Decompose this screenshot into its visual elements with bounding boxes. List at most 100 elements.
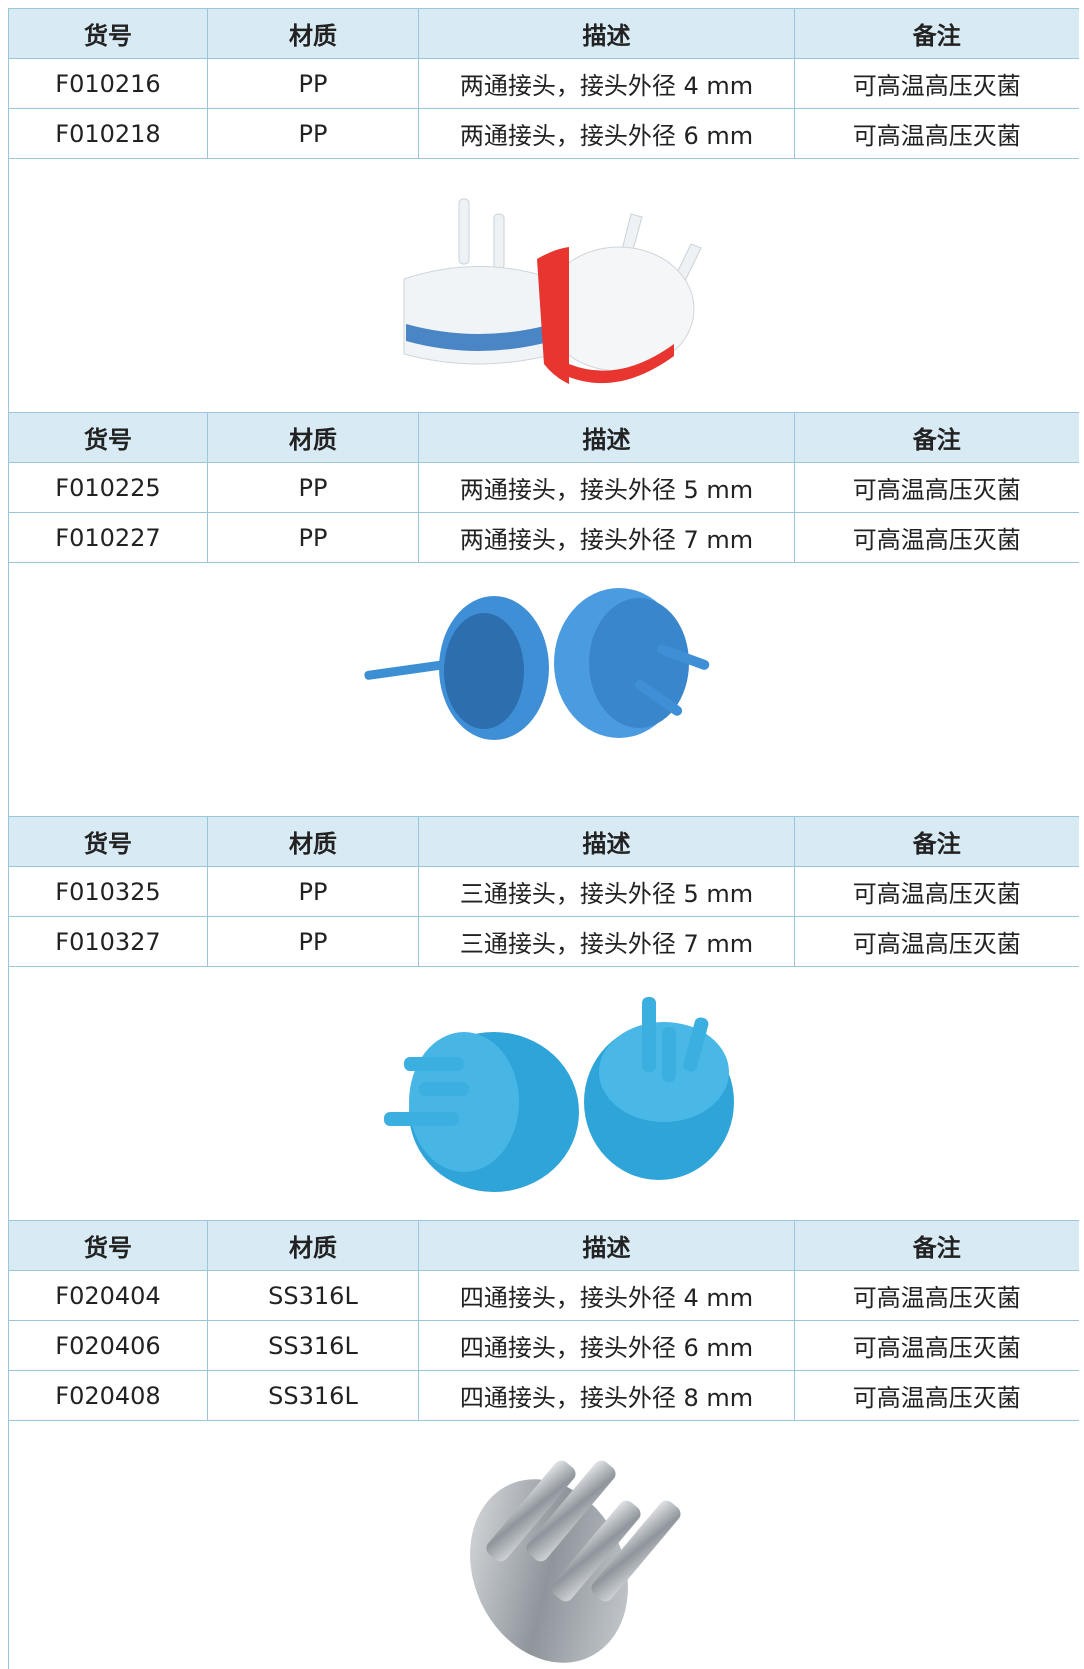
section: 货号 材质 描述 备注 F020404 SS316L 四通接头，接头外径 4 mm 可高温高压…	[8, 1220, 1079, 1669]
cap-inner	[444, 613, 524, 729]
header-cell: 描述	[418, 1220, 795, 1271]
table-cell: 可高温高压灭菌	[794, 866, 1079, 917]
table-cell: 两通接头，接头外径 6 mm	[418, 108, 795, 159]
table-cell: SS316L	[207, 1320, 419, 1371]
table-cell: SS316L	[207, 1370, 419, 1421]
table-row: F020406 SS316L 四通接头，接头外径 6 mm 可高温高压灭菌	[8, 1320, 1079, 1371]
cap-band	[406, 324, 552, 351]
header-row: 货号 材质 描述 备注	[8, 816, 1079, 867]
header-cell: 描述	[418, 412, 795, 463]
header-cell: 备注	[794, 412, 1079, 463]
nozzle	[384, 1112, 459, 1126]
header-row: 货号 材质 描述 备注	[8, 8, 1079, 59]
table-cell: F010218	[8, 108, 208, 159]
header-row: 货号 材质 描述 备注	[8, 1220, 1079, 1271]
header-cell: 备注	[794, 816, 1079, 867]
section: 货号 材质 描述 备注 F010216 PP 两通接头，接头外径 4 mm 可高温高压灭菌 F0…	[8, 8, 1079, 412]
table-row: F010325 PP 三通接头，接头外径 5 mm 可高温高压灭菌	[8, 866, 1079, 917]
cap-band	[537, 247, 569, 384]
product-image	[8, 159, 1078, 412]
nozzle	[493, 213, 505, 270]
table-cell: 可高温高压灭菌	[794, 108, 1079, 159]
section: 货号 材质 描述 备注 F010325 PP 三通接头，接头外径 5 mm 可高温高压灭菌 F0…	[8, 816, 1079, 1220]
table-cell: F010225	[8, 462, 208, 513]
header-cell: 备注	[794, 1220, 1079, 1271]
table-cell: 三通接头，接头外径 7 mm	[418, 916, 795, 967]
nozzle	[591, 1500, 681, 1602]
table-cell: 两通接头，接头外径 4 mm	[418, 58, 795, 109]
table-cell: 四通接头，接头外径 4 mm	[418, 1270, 795, 1321]
nozzle	[656, 644, 710, 670]
header-cell: 货号	[8, 412, 208, 463]
nozzle	[662, 1027, 676, 1082]
table-row: F010327 PP 三通接头，接头外径 7 mm 可高温高压灭菌	[8, 916, 1079, 967]
table-cell: F020408	[8, 1370, 208, 1421]
product-image	[8, 563, 1078, 816]
product-image	[8, 967, 1078, 1220]
table-cell: 四通接头，接头外径 8 mm	[418, 1370, 795, 1421]
header-row: 货号 材质 描述 备注	[8, 412, 1079, 463]
header-cell: 描述	[418, 8, 795, 59]
nozzle	[404, 1057, 464, 1071]
table-cell: PP	[207, 462, 419, 513]
table-cell: PP	[207, 866, 419, 917]
table-cell: F010327	[8, 916, 208, 967]
table-cell: PP	[207, 108, 419, 159]
header-cell: 货号	[8, 816, 208, 867]
table: 货号 材质 描述 备注 F010216 PP 两通接头，接头外径 4 mm 可高温高压灭菌 F0…	[8, 8, 1079, 159]
table-cell: 可高温高压灭菌	[794, 1370, 1079, 1421]
cap-top	[409, 1032, 519, 1172]
nozzle	[551, 1500, 641, 1602]
nozzle	[683, 1017, 709, 1072]
table-cell: 可高温高压灭菌	[794, 462, 1079, 513]
header-cell: 材质	[207, 8, 419, 59]
nozzle	[526, 1460, 616, 1562]
cap-band	[569, 344, 674, 384]
table-row: F010225 PP 两通接头，接头外径 5 mm 可高温高压灭菌	[8, 462, 1079, 513]
header-cell: 材质	[207, 816, 419, 867]
caps-blue	[364, 588, 710, 740]
table-cell: F020406	[8, 1320, 208, 1371]
table-cell: 可高温高压灭菌	[794, 512, 1079, 563]
table-cell: PP	[207, 512, 419, 563]
table-row: F010227 PP 两通接头，接头外径 7 mm 可高温高压灭菌	[8, 512, 1079, 563]
cap-steel	[470, 1460, 681, 1663]
table-cell: F010227	[8, 512, 208, 563]
section: 货号 材质 描述 备注 F010225 PP 两通接头，接头外径 5 mm 可高温高压灭菌 F0…	[8, 412, 1079, 816]
nozzle	[458, 198, 470, 265]
table-cell: F010216	[8, 58, 208, 109]
table-cell: 可高温高压灭菌	[794, 1270, 1079, 1321]
nozzle	[486, 1460, 576, 1562]
header-cell: 描述	[418, 816, 795, 867]
nozzle	[642, 997, 656, 1072]
header-cell: 备注	[794, 8, 1079, 59]
table-row: F010216 PP 两通接头，接头外径 4 mm 可高温高压灭菌	[8, 58, 1079, 109]
nozzle	[419, 1082, 469, 1096]
caps-cyan	[384, 997, 734, 1192]
header-cell: 材质	[207, 412, 419, 463]
table-row: F010218 PP 两通接头，接头外径 6 mm 可高温高压灭菌	[8, 108, 1079, 159]
table-cell: SS316L	[207, 1270, 419, 1321]
table-cell: 可高温高压灭菌	[794, 58, 1079, 109]
table-cell: 三通接头，接头外径 5 mm	[418, 866, 795, 917]
header-cell: 货号	[8, 1220, 208, 1271]
product-image	[8, 1421, 1078, 1669]
header-cell: 材质	[207, 1220, 419, 1271]
table-cell: F020404	[8, 1270, 208, 1321]
table: 货号 材质 描述 备注 F020404 SS316L 四通接头，接头外径 4 mm 可高温高压…	[8, 1220, 1079, 1421]
table-cell: 两通接头，接头外径 7 mm	[418, 512, 795, 563]
table-cell: F010325	[8, 866, 208, 917]
table-cell: 可高温高压灭菌	[794, 916, 1079, 967]
header-cell: 货号	[8, 8, 208, 59]
table-cell: 四通接头，接头外径 6 mm	[418, 1320, 795, 1371]
table-row: F020404 SS316L 四通接头，接头外径 4 mm 可高温高压灭菌	[8, 1270, 1079, 1321]
table-cell: 可高温高压灭菌	[794, 1320, 1079, 1371]
table-cell: PP	[207, 58, 419, 109]
nozzle	[635, 679, 683, 716]
table: 货号 材质 描述 备注 F010225 PP 两通接头，接头外径 5 mm 可高温高压灭菌 F0…	[8, 412, 1079, 563]
table-cell: 两通接头，接头外径 5 mm	[418, 462, 795, 513]
table: 货号 材质 描述 备注 F010325 PP 三通接头，接头外径 5 mm 可高温高压灭菌 F0…	[8, 816, 1079, 967]
cap-top	[589, 598, 689, 728]
caps-clear	[403, 198, 702, 384]
